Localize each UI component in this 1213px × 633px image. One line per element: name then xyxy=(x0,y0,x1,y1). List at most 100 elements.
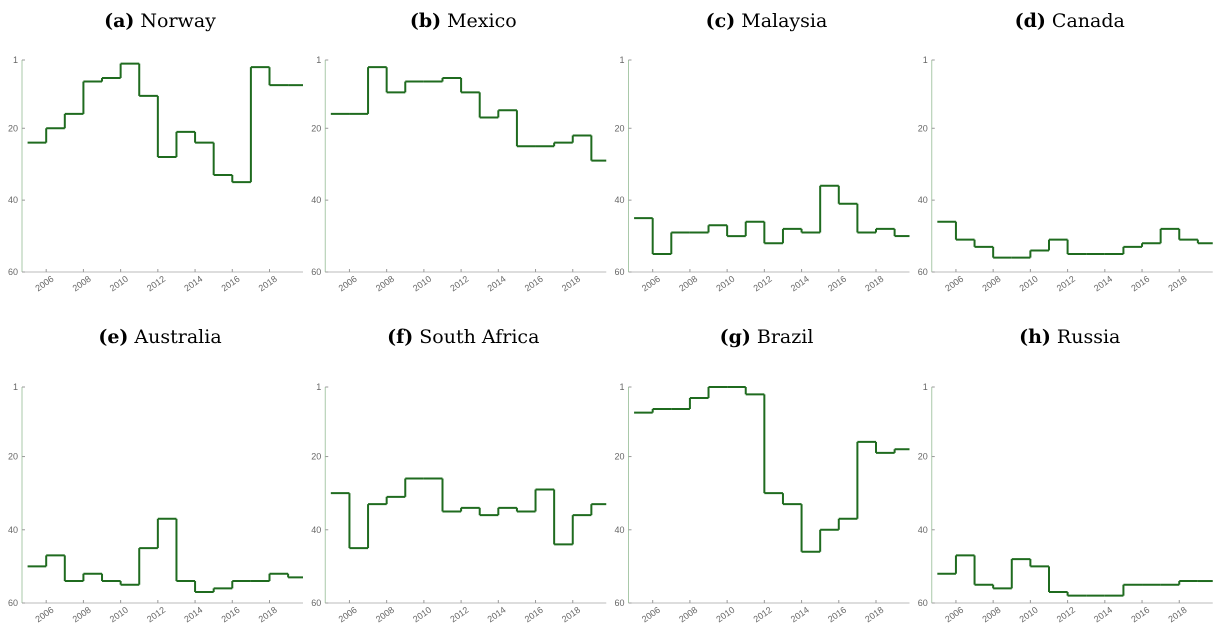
x-tick-label: 2006 xyxy=(640,605,662,625)
y-tick-label: 20 xyxy=(311,452,321,462)
y-tick-label: 20 xyxy=(614,123,624,133)
x-tick-label: 2016 xyxy=(1129,605,1151,625)
x-tick-label: 2008 xyxy=(374,274,396,294)
x-tick-label: 2010 xyxy=(411,605,433,625)
panel: (h) Russia 1 20 40 60 2006 2008 2010 2012 2014 2016… xyxy=(918,326,1213,624)
x-tick-label: 2014 xyxy=(1092,605,1114,625)
y-tick-label: 40 xyxy=(8,525,18,535)
panel-label: (a) xyxy=(104,10,134,32)
y-tick-label: 1 xyxy=(619,55,624,65)
panel-title: (h) Russia xyxy=(1019,326,1120,348)
panel: (d) Canada 1 20 40 60 2006 2008 2010 2012 2014 2016… xyxy=(918,10,1213,293)
x-tick-label: 2006 xyxy=(943,605,965,625)
x-tick-label: 2014 xyxy=(182,274,204,294)
x-tick-label: 2018 xyxy=(1166,274,1188,294)
x-tick-label: 2012 xyxy=(448,605,470,625)
panel-title: (a) Norway xyxy=(104,10,216,32)
panel-label: (e) xyxy=(98,326,128,348)
panel-title: (g) Brazil xyxy=(720,326,814,348)
x-tick-label: 2008 xyxy=(677,274,699,294)
y-tick-label: 1 xyxy=(13,55,18,65)
y-tick-label: 60 xyxy=(311,598,321,608)
y-tick-label: 20 xyxy=(918,452,928,462)
x-tick-label: 2006 xyxy=(943,274,965,294)
y-tick-label: 20 xyxy=(918,123,928,133)
x-tick-label: 2014 xyxy=(789,274,811,294)
y-tick-label: 40 xyxy=(8,195,18,205)
y-tick-label: 1 xyxy=(923,382,928,392)
x-tick-label: 2012 xyxy=(448,274,470,294)
panel-name: Australia xyxy=(133,326,221,348)
x-tick-label: 2010 xyxy=(1018,605,1040,625)
y-tick-label: 40 xyxy=(311,195,321,205)
panel-name: Canada xyxy=(1052,10,1125,32)
y-tick-label: 60 xyxy=(311,267,321,277)
y-tick-label: 1 xyxy=(619,382,624,392)
x-tick-label: 2006 xyxy=(337,605,359,625)
panel-name: South Africa xyxy=(419,326,539,348)
x-tick-label: 2012 xyxy=(145,605,167,625)
y-tick-label: 40 xyxy=(614,525,624,535)
x-tick-label: 2014 xyxy=(486,605,508,625)
y-tick-label: 40 xyxy=(311,525,321,535)
x-tick-label: 2006 xyxy=(640,274,662,294)
x-tick-label: 2006 xyxy=(33,605,55,625)
x-tick-label: 2012 xyxy=(145,274,167,294)
panel-name: Norway xyxy=(140,10,216,32)
panel-label: (b) xyxy=(410,10,441,32)
y-tick-label: 40 xyxy=(918,525,928,535)
y-tick-label: 20 xyxy=(311,123,321,133)
x-tick-label: 2014 xyxy=(486,274,508,294)
panel-label: (h) xyxy=(1019,326,1051,348)
x-tick-label: 2016 xyxy=(219,605,241,625)
panel-label: (f) xyxy=(387,326,413,348)
panel: (c) Malaysia 1 20 40 60 2006 2008 2010 2012 2014 20… xyxy=(614,10,910,294)
x-tick-label: 2018 xyxy=(257,274,279,294)
y-tick-label: 20 xyxy=(8,123,18,133)
panel-name: Malaysia xyxy=(741,10,827,32)
x-tick-label: 2018 xyxy=(560,274,582,294)
x-tick-label: 2012 xyxy=(1055,274,1077,294)
panel-title: (c) Malaysia xyxy=(706,10,828,32)
panel-title: (b) Mexico xyxy=(410,10,517,32)
y-tick-label: 60 xyxy=(8,598,18,608)
y-tick-label: 1 xyxy=(13,382,18,392)
panel-name: Mexico xyxy=(447,10,517,32)
x-tick-label: 2010 xyxy=(108,274,130,294)
x-tick-label: 2010 xyxy=(108,605,130,625)
panel-title: (d) Canada xyxy=(1015,10,1125,32)
panel: (e) Australia 1 20 40 60 2006 2008 2010 2012 2014 2… xyxy=(8,326,303,624)
panel: (f) South Africa 1 20 40 60 2006 2008 2010 2012 20… xyxy=(311,326,607,625)
x-tick-label: 2016 xyxy=(826,605,848,625)
panel-title: (e) Australia xyxy=(98,326,221,348)
panel-name: Russia xyxy=(1057,326,1120,348)
x-tick-label: 2018 xyxy=(863,605,885,625)
y-tick-label: 60 xyxy=(614,598,624,608)
panel-title: (f) South Africa xyxy=(387,326,539,348)
y-tick-label: 1 xyxy=(923,55,928,65)
x-tick-label: 2008 xyxy=(677,605,699,625)
x-tick-label: 2018 xyxy=(560,605,582,625)
x-tick-label: 2016 xyxy=(523,605,545,625)
y-tick-label: 60 xyxy=(8,267,18,277)
panel: (a) Norway 1 20 40 60 2006 2008 2010 2012 2014 2016… xyxy=(8,10,303,293)
x-tick-label: 2018 xyxy=(257,605,279,625)
x-tick-label: 2006 xyxy=(33,274,55,294)
x-tick-label: 2008 xyxy=(71,605,93,625)
x-tick-label: 2018 xyxy=(863,274,885,294)
y-tick-label: 1 xyxy=(316,55,321,65)
x-tick-label: 2010 xyxy=(1018,274,1040,294)
x-tick-label: 2012 xyxy=(752,274,774,294)
x-tick-label: 2014 xyxy=(1092,274,1114,294)
y-tick-label: 40 xyxy=(614,195,624,205)
panel-label: (c) xyxy=(706,10,736,32)
x-tick-label: 2016 xyxy=(523,274,545,294)
x-tick-label: 2008 xyxy=(980,274,1002,294)
x-tick-label: 2012 xyxy=(752,605,774,625)
y-tick-label: 60 xyxy=(614,267,624,277)
panel-label: (d) xyxy=(1015,10,1046,32)
x-tick-label: 2008 xyxy=(980,605,1002,625)
x-tick-label: 2016 xyxy=(826,274,848,294)
